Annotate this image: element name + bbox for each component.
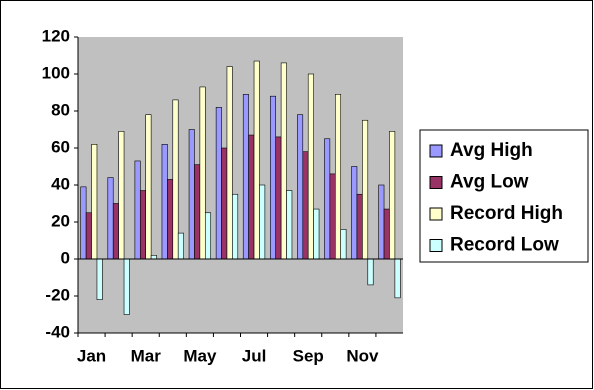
bar bbox=[302, 151, 309, 260]
bar bbox=[297, 114, 304, 260]
y-tick-label: 120 bbox=[42, 26, 70, 45]
legend-box bbox=[419, 129, 589, 263]
y-tick-label: 100 bbox=[42, 63, 70, 82]
bar bbox=[167, 179, 174, 260]
y-tick-label: 40 bbox=[51, 174, 70, 193]
legend-swatch bbox=[429, 239, 443, 252]
bar bbox=[340, 229, 347, 260]
bar bbox=[356, 193, 363, 260]
bar bbox=[362, 119, 369, 260]
legend-label: Record High bbox=[450, 203, 563, 224]
bar bbox=[150, 255, 157, 260]
x-tick-label: May bbox=[183, 346, 217, 365]
legend-label: Avg High bbox=[450, 140, 533, 161]
legend-swatch bbox=[429, 207, 443, 221]
bar bbox=[286, 190, 293, 260]
bar bbox=[107, 177, 114, 260]
bar bbox=[221, 147, 228, 260]
y-tick-label: -20 bbox=[45, 285, 70, 304]
bar bbox=[91, 144, 98, 260]
bar bbox=[378, 184, 385, 260]
bar bbox=[248, 134, 255, 260]
bar bbox=[334, 94, 342, 260]
bar bbox=[96, 258, 103, 301]
y-tick-label: 0 bbox=[61, 248, 70, 267]
bar bbox=[80, 186, 87, 260]
bar bbox=[383, 208, 390, 260]
bar bbox=[389, 131, 396, 260]
legend-swatch bbox=[429, 176, 443, 189]
y-tick-label: 80 bbox=[51, 100, 70, 119]
y-tick-label: -40 bbox=[45, 322, 70, 341]
bar bbox=[204, 212, 212, 260]
bar bbox=[275, 136, 282, 260]
bar bbox=[134, 160, 141, 260]
bar bbox=[324, 138, 331, 260]
bar bbox=[199, 86, 206, 260]
bar bbox=[280, 62, 287, 260]
bar bbox=[188, 129, 195, 260]
bar bbox=[161, 144, 168, 260]
x-tick-label: Mar bbox=[131, 346, 162, 365]
bar bbox=[367, 258, 374, 286]
bar bbox=[123, 258, 130, 315]
legend-label: Avg Low bbox=[450, 172, 529, 193]
y-tick-label: 20 bbox=[51, 211, 70, 230]
bar bbox=[269, 95, 277, 260]
bar bbox=[172, 99, 179, 260]
bar bbox=[118, 131, 125, 260]
bar bbox=[177, 232, 184, 260]
bar bbox=[329, 173, 336, 260]
plot-area bbox=[78, 37, 403, 333]
bar bbox=[194, 164, 201, 260]
x-tick-label: Jan bbox=[77, 346, 106, 365]
legend-label: Record Low bbox=[450, 235, 559, 256]
bar bbox=[394, 258, 401, 299]
bar bbox=[242, 94, 249, 260]
bar bbox=[232, 193, 239, 260]
bar bbox=[215, 107, 222, 260]
x-tick-label: Nov bbox=[346, 346, 379, 365]
legend-swatch bbox=[429, 144, 443, 158]
bar bbox=[112, 203, 119, 260]
bar bbox=[226, 66, 233, 260]
bar bbox=[145, 114, 152, 260]
bar bbox=[259, 184, 266, 260]
y-tick-label: 60 bbox=[51, 137, 70, 156]
bar bbox=[351, 166, 358, 260]
bar bbox=[307, 73, 314, 260]
bar bbox=[253, 60, 260, 260]
bar bbox=[139, 190, 147, 260]
bar bbox=[85, 212, 92, 260]
x-tick-label: Sep bbox=[293, 346, 324, 365]
bar bbox=[313, 208, 320, 260]
x-tick-label: Jul bbox=[242, 346, 267, 365]
